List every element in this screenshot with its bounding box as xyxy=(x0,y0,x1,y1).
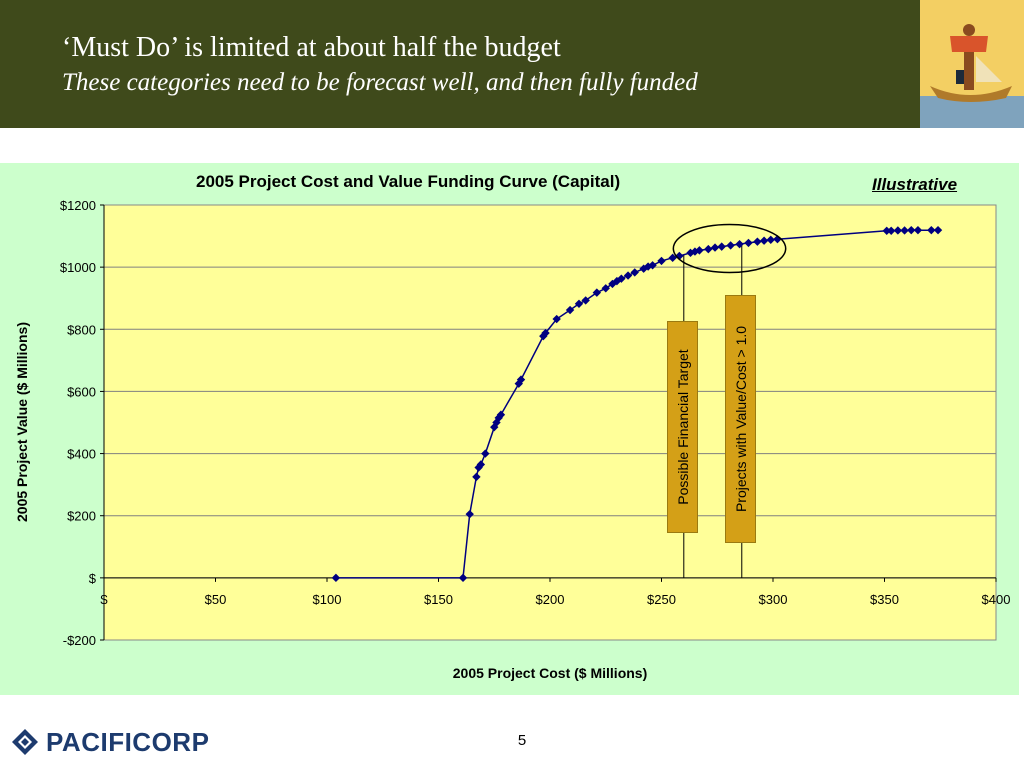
data-point xyxy=(907,225,916,235)
slide-title: ‘Must Do’ is limited at about half the b… xyxy=(62,32,561,63)
x-tick-label: $ xyxy=(100,592,108,607)
data-point xyxy=(927,225,936,235)
data-point xyxy=(759,236,769,245)
data-point xyxy=(726,241,735,250)
data-point xyxy=(496,410,506,419)
data-point xyxy=(882,226,891,235)
y-axis-ticks: -$200 $ $200 $400 $600 $800 $1000 $1200 xyxy=(60,198,105,648)
data-point xyxy=(668,253,677,263)
illustrative-label: Illustrative xyxy=(872,175,958,194)
header-bar: ‘Must Do’ is limited at about half the b… xyxy=(0,0,920,128)
data-point xyxy=(458,573,468,583)
data-point xyxy=(639,264,648,273)
data-point xyxy=(675,251,684,261)
data-point xyxy=(476,460,486,469)
y-tick-label: $400 xyxy=(67,447,96,462)
data-point xyxy=(581,296,590,305)
x-axis-title: 2005 Project Cost ($ Millions) xyxy=(452,665,648,681)
data-point xyxy=(690,247,700,256)
data-point xyxy=(472,472,481,482)
data-point xyxy=(539,331,548,341)
data-point xyxy=(541,328,550,338)
data-point xyxy=(735,239,744,249)
data-point xyxy=(331,573,341,583)
data-point xyxy=(913,225,923,235)
y-axis-title: 2005 Project Value ($ Millions) xyxy=(14,322,30,522)
slide-subtitle: These categories need to be forecast wel… xyxy=(62,69,698,96)
data-point xyxy=(886,226,896,235)
pacificorp-logo: PACIFICORP xyxy=(10,722,209,762)
y-tick-label: $800 xyxy=(67,322,96,337)
y-tick-label: $1000 xyxy=(60,260,96,275)
x-tick-label: $350 xyxy=(870,592,899,607)
data-point xyxy=(710,243,720,252)
x-axis-ticks: $ $50 $100 $150 $200 $250 $300 $350 $400 xyxy=(100,577,1011,607)
data-point xyxy=(601,284,610,293)
y-tick-label: $ xyxy=(89,571,97,586)
scarecrow-boat-illustration xyxy=(920,0,1024,128)
data-point xyxy=(695,246,704,255)
y-tick-label: $600 xyxy=(67,384,96,399)
data-point xyxy=(574,299,584,309)
data-point xyxy=(744,238,753,248)
x-tick-label: $100 xyxy=(313,592,342,607)
x-tick-label: $400 xyxy=(982,592,1011,607)
brand-name: PACIFICORP xyxy=(46,726,210,757)
data-point xyxy=(617,274,626,283)
data-point xyxy=(900,226,909,235)
data-point xyxy=(608,279,617,289)
financial-target-label: Possible Financial Target xyxy=(674,349,691,505)
x-tick-label: $250 xyxy=(647,592,676,607)
data-point xyxy=(623,271,633,280)
data-point xyxy=(481,449,490,458)
data-point xyxy=(648,261,657,270)
highlight-ellipse xyxy=(672,223,787,274)
data-point xyxy=(592,288,602,297)
data-point xyxy=(552,314,561,324)
data-point xyxy=(630,268,639,277)
financial-target-label-box: Possible Financial Target xyxy=(667,321,698,533)
value-cost-label: Projects with Value/Cost > 1.0 xyxy=(732,325,749,513)
pacificorp-emblem-icon xyxy=(12,729,38,755)
data-point xyxy=(465,509,474,519)
chart-title: 2005 Project Cost and Value Funding Curv… xyxy=(196,172,621,191)
x-tick-label: $200 xyxy=(536,592,565,607)
data-point xyxy=(657,256,666,266)
y-tick-label: $1200 xyxy=(60,198,96,213)
y-tick-label: $200 xyxy=(67,509,96,524)
data-point xyxy=(933,225,943,235)
data-point xyxy=(704,244,713,254)
data-point xyxy=(717,242,726,251)
data-point xyxy=(516,375,526,384)
data-point xyxy=(753,237,762,246)
data-point xyxy=(893,226,903,235)
x-tick-label: $50 xyxy=(205,592,227,607)
y-tick-label: -$200 xyxy=(63,633,96,648)
data-point xyxy=(766,235,775,244)
data-point xyxy=(565,305,575,315)
value-cost-label-box: Projects with Value/Cost > 1.0 xyxy=(725,295,756,543)
page-number: 5 xyxy=(517,732,527,749)
plot-area xyxy=(103,204,997,641)
x-tick-label: $300 xyxy=(759,592,788,607)
x-tick-label: $150 xyxy=(424,592,453,607)
